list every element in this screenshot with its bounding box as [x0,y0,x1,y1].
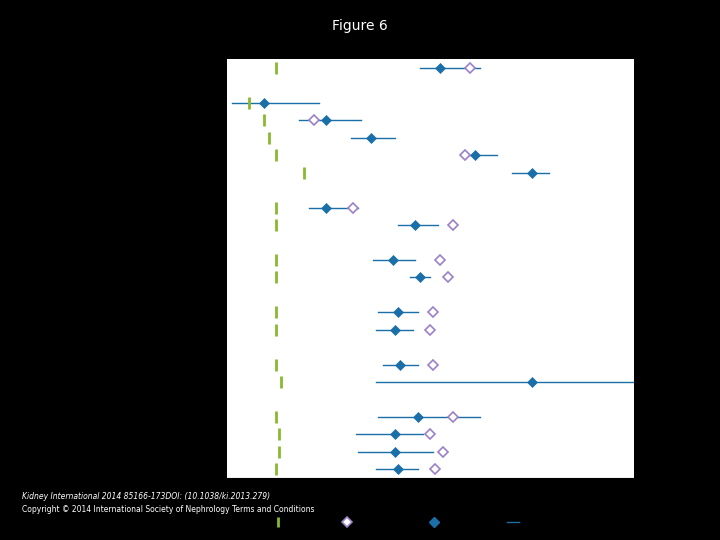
Text: Copyright © 2014 International Society of Nephrology Terms and Conditions: Copyright © 2014 International Society o… [22,505,314,514]
Legend: Background, Fracture (crude), Fracture (adj.), 95% confidence: Background, Fracture (crude), Fracture (… [268,515,593,530]
X-axis label: Deaths/1000 patient-years: Deaths/1000 patient-years [361,503,500,513]
Text: Figure 6: Figure 6 [332,19,388,33]
Text: Kidney International 2014 85166-173DOI: (10.1038/ki.2013.279): Kidney International 2014 85166-173DOI: … [22,492,270,501]
